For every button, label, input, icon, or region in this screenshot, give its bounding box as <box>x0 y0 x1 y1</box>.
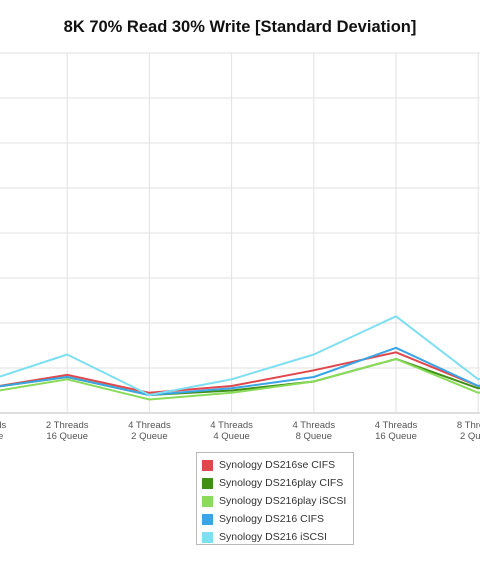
x-tick-label: 4 Threads 8 Queue <box>292 420 335 442</box>
legend-label: Synology DS216 iSCSI <box>219 531 327 543</box>
gridlines <box>0 52 480 414</box>
legend-label: Synology DS216play iSCSI <box>219 495 347 507</box>
series-line-1 <box>0 351 480 394</box>
legend-label: Synology DS216se CIFS <box>219 459 336 471</box>
legend-item: Synology DS216 CIFS <box>202 510 353 528</box>
legend-label: Synology DS216play CIFS <box>219 477 344 489</box>
legend-swatch <box>202 459 213 471</box>
x-tick-label: 4 Threads 2 Queue <box>128 420 171 442</box>
legend-swatch <box>202 477 213 489</box>
legend-swatch <box>202 495 213 507</box>
legend-swatch <box>202 531 213 543</box>
legend-item: Synology DS216play iSCSI <box>202 492 353 510</box>
series-line-4 <box>0 346 480 396</box>
series-line-3 <box>0 358 480 401</box>
legend-swatch <box>202 513 213 525</box>
x-tick-label: 4 Threads 16 Queue <box>375 420 418 442</box>
legend: Synology DS216se CIFS Synology DS216play … <box>196 452 354 545</box>
chart-title: 8K 70% Read 30% Write [Standard Deviatio… <box>63 18 417 36</box>
legend-item: Synology DS216se CIFS <box>202 456 353 474</box>
x-tick-label: 4 Threads 4 Queue <box>210 420 253 442</box>
series-lines <box>0 315 480 401</box>
series-line-5 <box>0 315 480 396</box>
legend-item: Synology DS216 iSCSI <box>202 528 353 546</box>
legend-item: Synology DS216play CIFS <box>202 474 353 492</box>
x-tick-label: 2 Threads 16 Queue <box>46 420 89 442</box>
legend-label: Synology DS216 CIFS <box>219 513 325 525</box>
